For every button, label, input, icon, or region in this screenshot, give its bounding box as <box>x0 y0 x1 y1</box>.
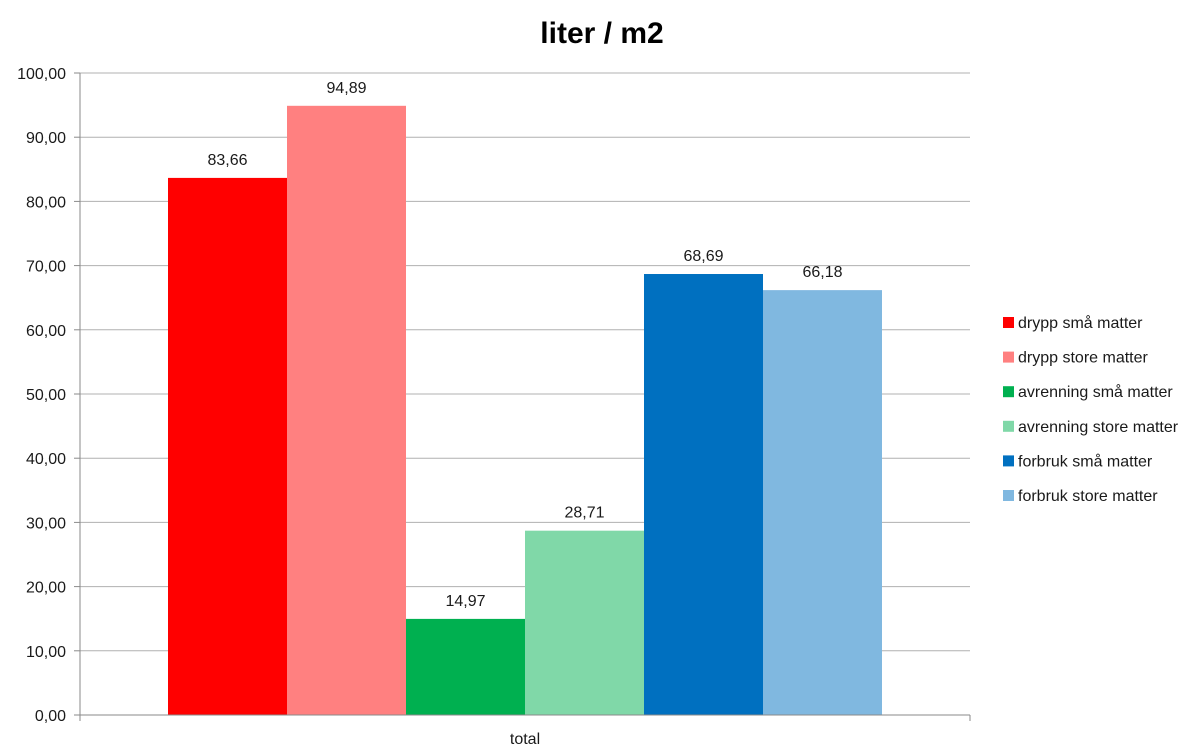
data-label: 28,71 <box>564 505 604 522</box>
legend-label: forbruk store matter <box>1018 488 1158 505</box>
bar <box>525 530 644 715</box>
legend-swatch <box>1003 455 1014 467</box>
y-tick-label: 100,00 <box>17 66 66 83</box>
bar <box>644 274 763 715</box>
y-tick-label: 0,00 <box>35 708 66 725</box>
y-tick-label: 50,00 <box>26 387 66 404</box>
y-tick-label: 20,00 <box>26 580 66 597</box>
legend-swatch <box>1003 420 1014 432</box>
legend-swatch <box>1003 490 1014 501</box>
y-tick-label: 60,00 <box>26 323 66 340</box>
legend-label: avrenning store matter <box>1018 419 1179 436</box>
x-category-label: total <box>510 731 540 748</box>
data-label: 83,66 <box>207 152 247 169</box>
bar <box>287 105 406 715</box>
bars: 83,66 94,89 14,97 28,71 68,69 66,18 <box>168 80 882 715</box>
data-label: 14,97 <box>445 593 485 610</box>
x-axis: total <box>79 714 971 748</box>
legend-swatch <box>1003 386 1014 398</box>
legend-label: drypp små matter <box>1018 314 1143 332</box>
data-label: 68,69 <box>683 248 723 265</box>
bar <box>168 177 287 715</box>
y-tick-label: 90,00 <box>26 130 66 147</box>
y-tick-label: 70,00 <box>26 259 66 276</box>
bar <box>406 618 525 715</box>
data-label: 66,18 <box>802 264 842 281</box>
bar <box>763 290 882 715</box>
legend-label: avrenning små matter <box>1018 383 1173 401</box>
chart-title: liter / m2 <box>540 17 663 50</box>
legend-swatch <box>1003 351 1014 363</box>
y-tick-label: 10,00 <box>26 644 66 661</box>
legend: drypp små matter drypp store matter avrenn… <box>1003 314 1179 505</box>
y-tick-label: 80,00 <box>26 194 66 211</box>
legend-label: forbruk små matter <box>1018 452 1153 470</box>
legend-label: drypp store matter <box>1018 350 1149 367</box>
legend-swatch <box>1003 317 1014 328</box>
data-label: 94,89 <box>326 80 366 97</box>
y-tick-label: 30,00 <box>26 515 66 532</box>
y-axis: 0,00 10,00 20,00 30,00 40,00 50,00 60,00 70,00 8… <box>17 66 81 725</box>
y-tick-label: 40,00 <box>26 451 66 468</box>
